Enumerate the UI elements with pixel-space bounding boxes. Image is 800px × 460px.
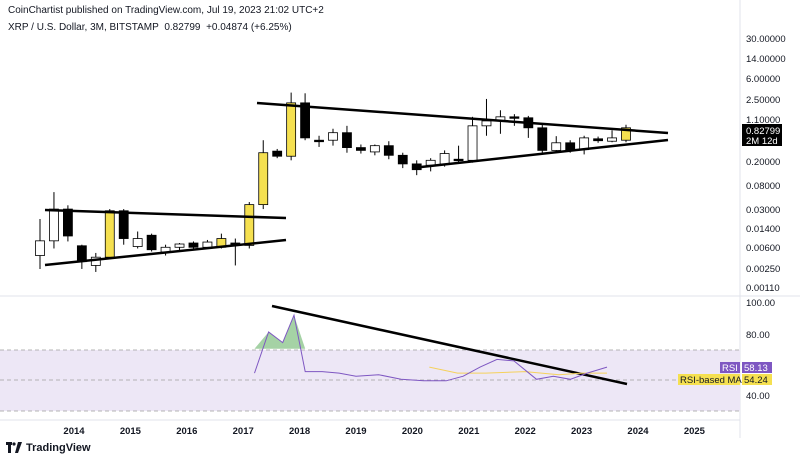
candle-body — [467, 125, 478, 161]
candle-body — [118, 210, 129, 239]
footer-brand[interactable]: TradingView — [6, 442, 91, 454]
candle-body — [356, 147, 366, 151]
brand-name: TradingView — [26, 442, 91, 454]
upper-wedge-top — [256, 101, 669, 135]
lower-pennant-top — [44, 208, 287, 220]
price-tick: 0.08000 — [746, 181, 780, 192]
price-tick: 0.00250 — [746, 264, 780, 275]
time-tick: 2020 — [402, 426, 423, 437]
candle-body — [244, 204, 255, 246]
time-tick: 2015 — [120, 426, 142, 437]
price-tick: 2.50000 — [746, 95, 780, 106]
rsi-tick: 80.00 — [746, 330, 770, 341]
time-tick: 2024 — [627, 426, 649, 437]
time-tick: 2016 — [176, 426, 197, 437]
time-tick: 2014 — [63, 426, 85, 437]
candle-body — [35, 240, 45, 256]
candle-body — [104, 210, 115, 258]
candle-body — [76, 245, 87, 263]
candle-body — [174, 243, 185, 248]
price-tick: 0.00110 — [746, 283, 780, 294]
tradingview-logo-icon — [6, 442, 22, 453]
candle-body — [481, 120, 492, 127]
price-tick: 0.03000 — [746, 205, 780, 216]
current-price-label: 0.82799 — [746, 126, 780, 137]
trendlines — [44, 101, 669, 386]
candle-body — [286, 102, 297, 157]
candle-body — [453, 158, 464, 162]
rsi-label-badge — [720, 362, 740, 373]
rsi-tick: 100.00 — [746, 298, 775, 309]
candle-body — [342, 132, 352, 148]
time-tick: 2018 — [289, 426, 310, 437]
candle-body — [258, 152, 269, 206]
rsi-ma-line — [429, 366, 607, 376]
candle-body — [621, 127, 631, 141]
rsi-value: 58.13 — [744, 363, 768, 374]
price-tick: 6.00000 — [746, 74, 780, 85]
candle-body — [202, 241, 213, 248]
candle-body — [593, 138, 603, 142]
time-tick: 2023 — [571, 426, 592, 437]
rsi-label: RSI — [722, 363, 738, 374]
candle-body — [146, 234, 157, 251]
rsi-axis: 100.00 80.00 40.00 RSI 58.13 RSI-based M… — [678, 298, 775, 402]
rsi-trendline — [271, 304, 628, 386]
price-axis: 30.00000 14.00000 6.00000 2.50000 1.1000… — [742, 34, 786, 294]
candle-body — [397, 154, 408, 165]
candle-body — [49, 208, 59, 242]
candle-body — [551, 142, 562, 151]
time-tick: 2022 — [515, 426, 536, 437]
price-tick: 0.00600 — [746, 243, 780, 254]
candle-body — [63, 208, 73, 237]
publish-info: CoinChartist published on TradingView.co… — [8, 5, 324, 16]
lower-pennant-bottom — [44, 238, 287, 267]
candle-body — [300, 102, 310, 139]
rsi-tick: 40.00 — [746, 391, 770, 402]
ma-value: 54.24 — [744, 375, 768, 386]
candle-body — [314, 139, 324, 143]
price-tick: 14.00000 — [746, 54, 786, 65]
candle-body — [565, 142, 576, 151]
price-tick: 1.10000 — [746, 115, 780, 126]
time-tick: 2021 — [458, 426, 480, 437]
last-price: 0.82799 — [164, 22, 201, 33]
price-tick: 30.00000 — [746, 34, 786, 45]
time-tick: 2019 — [345, 426, 366, 437]
candle-body — [439, 153, 450, 165]
current-price-badge — [742, 124, 782, 146]
rsi-line — [254, 313, 608, 382]
symbol-name: XRP / U.S. Dollar, 3M, BITSTAMP — [8, 22, 159, 33]
candle-body — [383, 145, 394, 156]
candles — [35, 92, 631, 272]
rsi-band — [0, 350, 740, 411]
upper-wedge-bottom — [411, 138, 669, 170]
candle-body — [509, 116, 520, 119]
candle-body — [369, 145, 380, 153]
ma-label-badge — [678, 374, 740, 385]
rsi-value-badge — [742, 362, 772, 373]
candle-body — [188, 242, 199, 248]
candle-body — [272, 150, 283, 157]
ma-value-badge — [742, 374, 772, 385]
ma-label: RSI-based MA — [680, 375, 742, 386]
countdown-label: 2M 12d — [746, 136, 778, 147]
candle-body — [132, 238, 143, 247]
time-axis: 2014 2015 2016 2017 2018 2019 2020 2021 2022 2023… — [63, 426, 705, 437]
candle-body — [607, 137, 617, 142]
price-change: +0.04874 (+6.25%) — [206, 22, 292, 33]
price-tick: 0.20000 — [746, 157, 780, 168]
price-tick: 0.01400 — [746, 224, 780, 235]
symbol-info: XRP / U.S. Dollar, 3M, BITSTAMP 0.82799 … — [8, 22, 292, 33]
time-tick: 2025 — [684, 426, 706, 437]
candle-body — [537, 127, 548, 151]
candle-body — [328, 132, 338, 141]
time-tick: 2017 — [233, 426, 254, 437]
rsi-overbought-fill — [254, 315, 306, 349]
